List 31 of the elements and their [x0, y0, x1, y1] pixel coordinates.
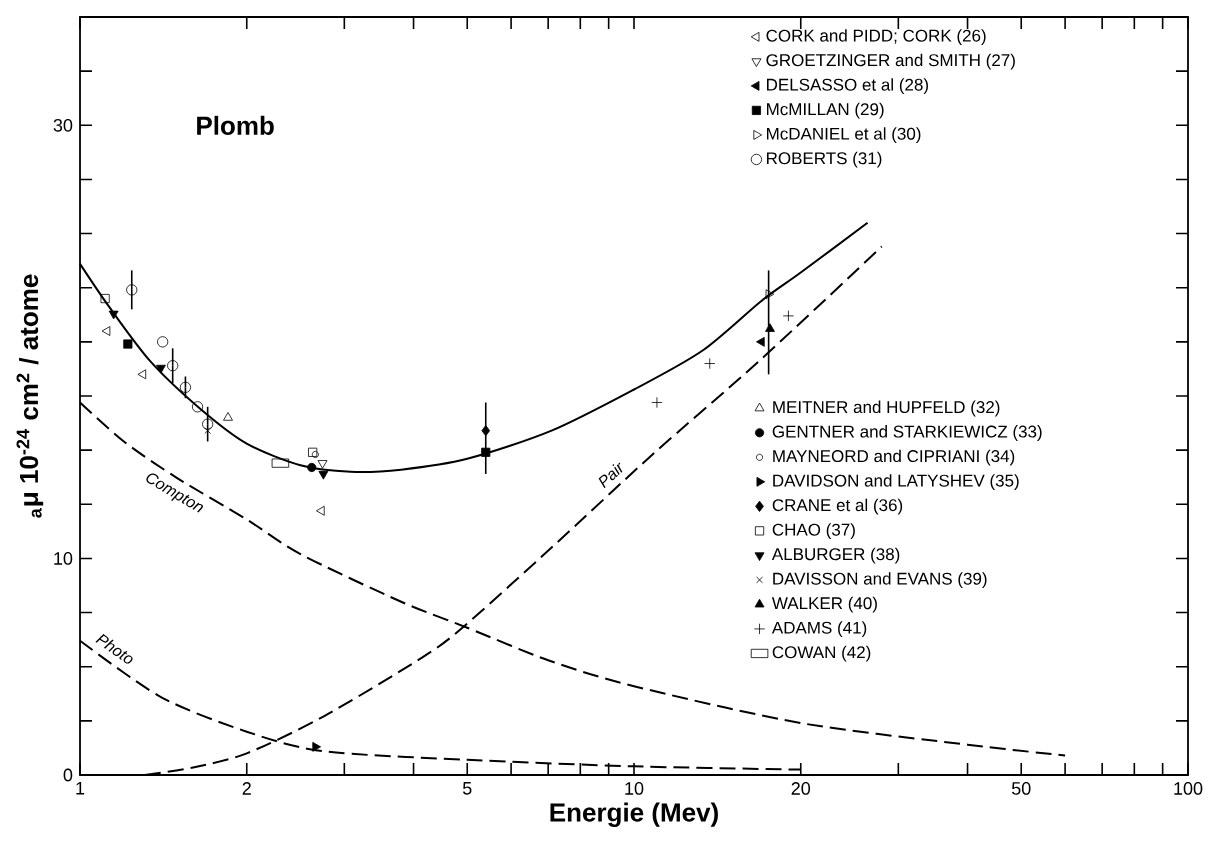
y-tick-label: 10	[54, 552, 73, 565]
legend-label: MEITNER and HUPFELD (32)	[773, 400, 1000, 417]
x-tick-label: 50	[1011, 782, 1031, 795]
x-tick-label: 2	[242, 782, 251, 795]
legend-label: DAVISSON and EVANS (39)	[773, 572, 987, 589]
y-tick-label: 30	[53, 118, 73, 132]
y-axis-title: $_{a}$μ 10$^{-24}$ cm$^{2}$ / atome	[16, 274, 44, 518]
legend-label: CORK and PIDD; CORK (26)	[766, 29, 986, 46]
x-tick-label: 1	[76, 782, 85, 795]
y-tick-label: 0	[63, 768, 73, 782]
legend-label: DAVIDSON and LATYSHEV (35)	[773, 474, 1019, 490]
legend-label: DELSASSO et al (28)	[767, 78, 928, 95]
legend-label: CRANE et al (36)	[772, 498, 903, 515]
legend-label: McMILLAN (29)	[767, 102, 884, 119]
x-tick-label: 5	[462, 782, 472, 795]
x-tick-label: 20	[791, 782, 811, 795]
legend-label: WALKER (40)	[771, 596, 877, 613]
legend-label: MAYNEORD and CIPRIANI (34)	[773, 449, 1015, 466]
text: Pair	[598, 462, 623, 489]
x-tick-label: 100	[1174, 782, 1203, 795]
x-axis-title: Energie (Mev)	[550, 802, 718, 827]
legend-label: GENTNER and STARKIEWICZ (33)	[772, 425, 1042, 441]
annotation: Plomb	[197, 115, 274, 135]
legend-label: GROETZINGER and SMITH (27)	[766, 53, 1015, 70]
legend-label: ROBERTS (31)	[767, 151, 882, 168]
legend-label: COWAN (42)	[772, 645, 871, 662]
legend-label: CHAO (37)	[772, 523, 855, 540]
legend-label: McDANIEL et al (30)	[767, 127, 921, 144]
legend-label: ALBURGER (38)	[771, 547, 900, 564]
x-tick-label: 10	[625, 782, 644, 795]
legend-label: ADAMS (41)	[771, 621, 867, 638]
